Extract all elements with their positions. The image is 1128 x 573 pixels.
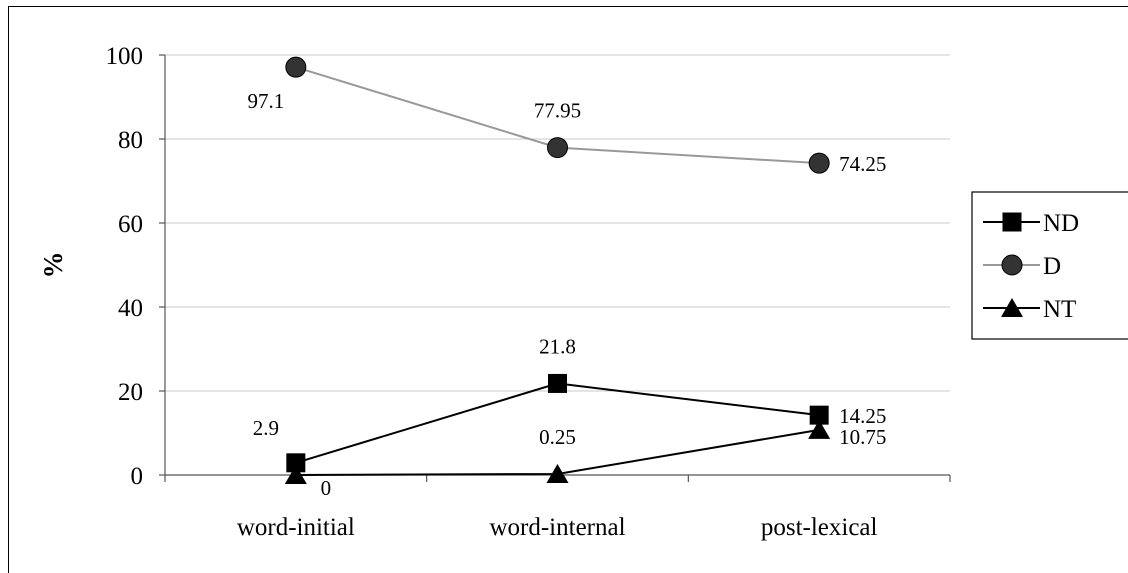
data-point-nt: [808, 419, 831, 439]
series-nt: [284, 419, 831, 484]
data-label-d: 97.1: [247, 89, 284, 113]
y-tick-label: 40: [118, 295, 143, 322]
data-point-d: [808, 152, 830, 174]
legend-marker: [1001, 254, 1023, 276]
data-label-nd: 21.8: [539, 334, 576, 358]
data-point-d: [547, 137, 568, 159]
y-tick-labels: 0 20 40 60 80 100: [106, 43, 144, 490]
legend-marker: [1001, 298, 1023, 317]
y-tick-label: 20: [118, 379, 143, 406]
x-tick-labels: word-initial word-internal post-lexical: [237, 514, 878, 541]
legend-item-d: D: [983, 253, 1061, 280]
y-axis-label: %: [38, 252, 68, 279]
data-label-nd: 14.25: [839, 404, 886, 428]
legend: ND D NT: [971, 191, 1128, 340]
data-point-nd: [548, 373, 567, 393]
data-label-nt: 0.25: [539, 425, 576, 449]
legend-label: D: [1043, 253, 1061, 280]
legend-marker: [1002, 212, 1022, 232]
legend-label: ND: [1043, 210, 1079, 237]
data-label-nt: 0: [321, 476, 332, 500]
series-d: [285, 56, 830, 174]
legend-item-nt: NT: [983, 296, 1076, 323]
legend-label: NT: [1043, 296, 1076, 323]
series-nd: [286, 373, 829, 473]
y-tick-label: 0: [131, 463, 144, 490]
y-tick-label: 80: [118, 127, 143, 154]
series: [284, 56, 831, 484]
data-labels: 2.9 21.8 14.25 97.1 77.95 74.25 0 0.25 10.75: [247, 89, 886, 500]
y-tick-label: 60: [118, 211, 143, 238]
data-label-nt: 10.75: [839, 425, 886, 449]
series-line-nd: [295, 382, 820, 464]
x-tick-label: post-lexical: [761, 514, 878, 541]
chart-frame: [8, 6, 1128, 573]
x-tick-label: word-internal: [489, 514, 625, 541]
data-point-d: [285, 56, 307, 78]
legend-item-nd: ND: [983, 210, 1079, 237]
data-label-d: 77.95: [534, 99, 581, 123]
y-tick-label: 100: [106, 43, 144, 70]
data-point-nt: [284, 465, 307, 484]
data-point-nt: [546, 463, 569, 483]
x-tick-label: word-initial: [237, 514, 355, 541]
data-label-nd: 2.9: [253, 416, 279, 440]
data-label-d: 74.25: [839, 152, 886, 176]
